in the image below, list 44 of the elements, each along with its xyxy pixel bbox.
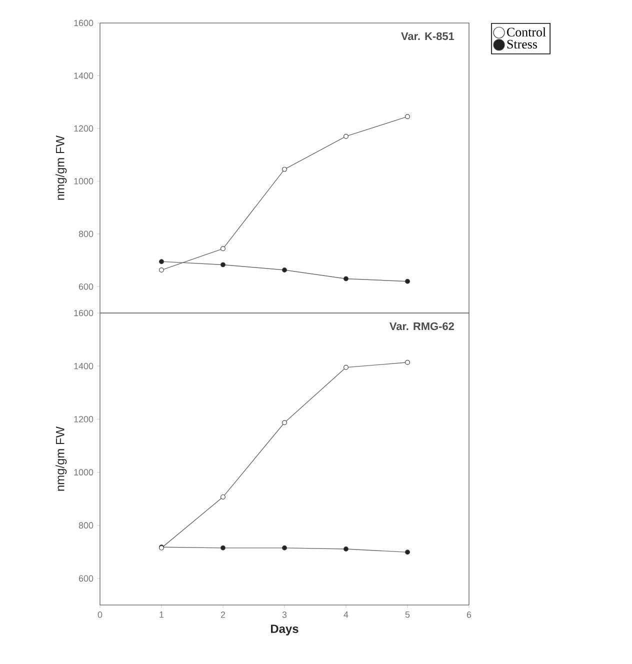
- y-tick-label: 1200: [74, 416, 94, 422]
- y-tick-label: 600: [78, 283, 94, 290]
- point: [344, 546, 348, 552]
- point: [282, 420, 287, 426]
- point: [344, 134, 348, 139]
- y-axis-title: nmg/gm FW: [56, 136, 67, 200]
- y-tick-label: 600: [78, 575, 94, 582]
- point: [405, 114, 410, 120]
- point: [282, 545, 287, 550]
- x-tick-label: 1: [160, 612, 164, 618]
- text: Var. K-851: [401, 32, 454, 40]
- point: [220, 545, 226, 550]
- point: [405, 360, 410, 365]
- y-tick-label: 800: [78, 522, 94, 529]
- y-tick-label: 800: [78, 230, 94, 238]
- y-tick-label: 1600: [74, 310, 94, 316]
- point: [220, 246, 226, 252]
- y-tick-label: 1000: [74, 469, 94, 476]
- x-tick-label: 4: [344, 612, 348, 618]
- y-tick-label: 1200: [74, 125, 94, 132]
- legend-label: Stress: [507, 40, 537, 49]
- point: [282, 166, 287, 172]
- point: [159, 268, 164, 273]
- x-tick-label: 2: [220, 612, 226, 618]
- x-axis-title: Days: [271, 624, 298, 636]
- point: [405, 550, 410, 555]
- x-tick-label: 5: [405, 612, 410, 618]
- point: [159, 259, 164, 264]
- y-tick-label: 1600: [74, 20, 94, 26]
- x-tick-label: 6: [466, 612, 472, 618]
- x-tick-label: 3: [282, 612, 287, 618]
- point: [405, 278, 410, 284]
- y-tick-label: 1400: [74, 362, 94, 370]
- text: Var. RMG-62: [390, 322, 454, 330]
- point: [344, 276, 348, 282]
- point: [220, 494, 226, 500]
- y-tick-label: 1400: [74, 72, 94, 79]
- y-tick-label: 1000: [74, 178, 94, 184]
- x-tick-label: 0: [98, 612, 102, 618]
- point: [344, 364, 348, 370]
- legend-label: Control: [507, 27, 546, 36]
- point: [282, 268, 287, 273]
- y-axis-title: nmg/gm FW: [56, 426, 67, 491]
- point: [220, 262, 226, 268]
